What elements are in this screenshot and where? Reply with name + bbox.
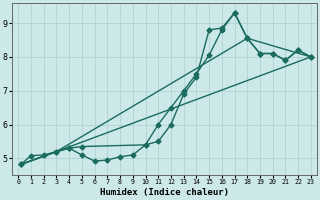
- X-axis label: Humidex (Indice chaleur): Humidex (Indice chaleur): [100, 188, 229, 197]
